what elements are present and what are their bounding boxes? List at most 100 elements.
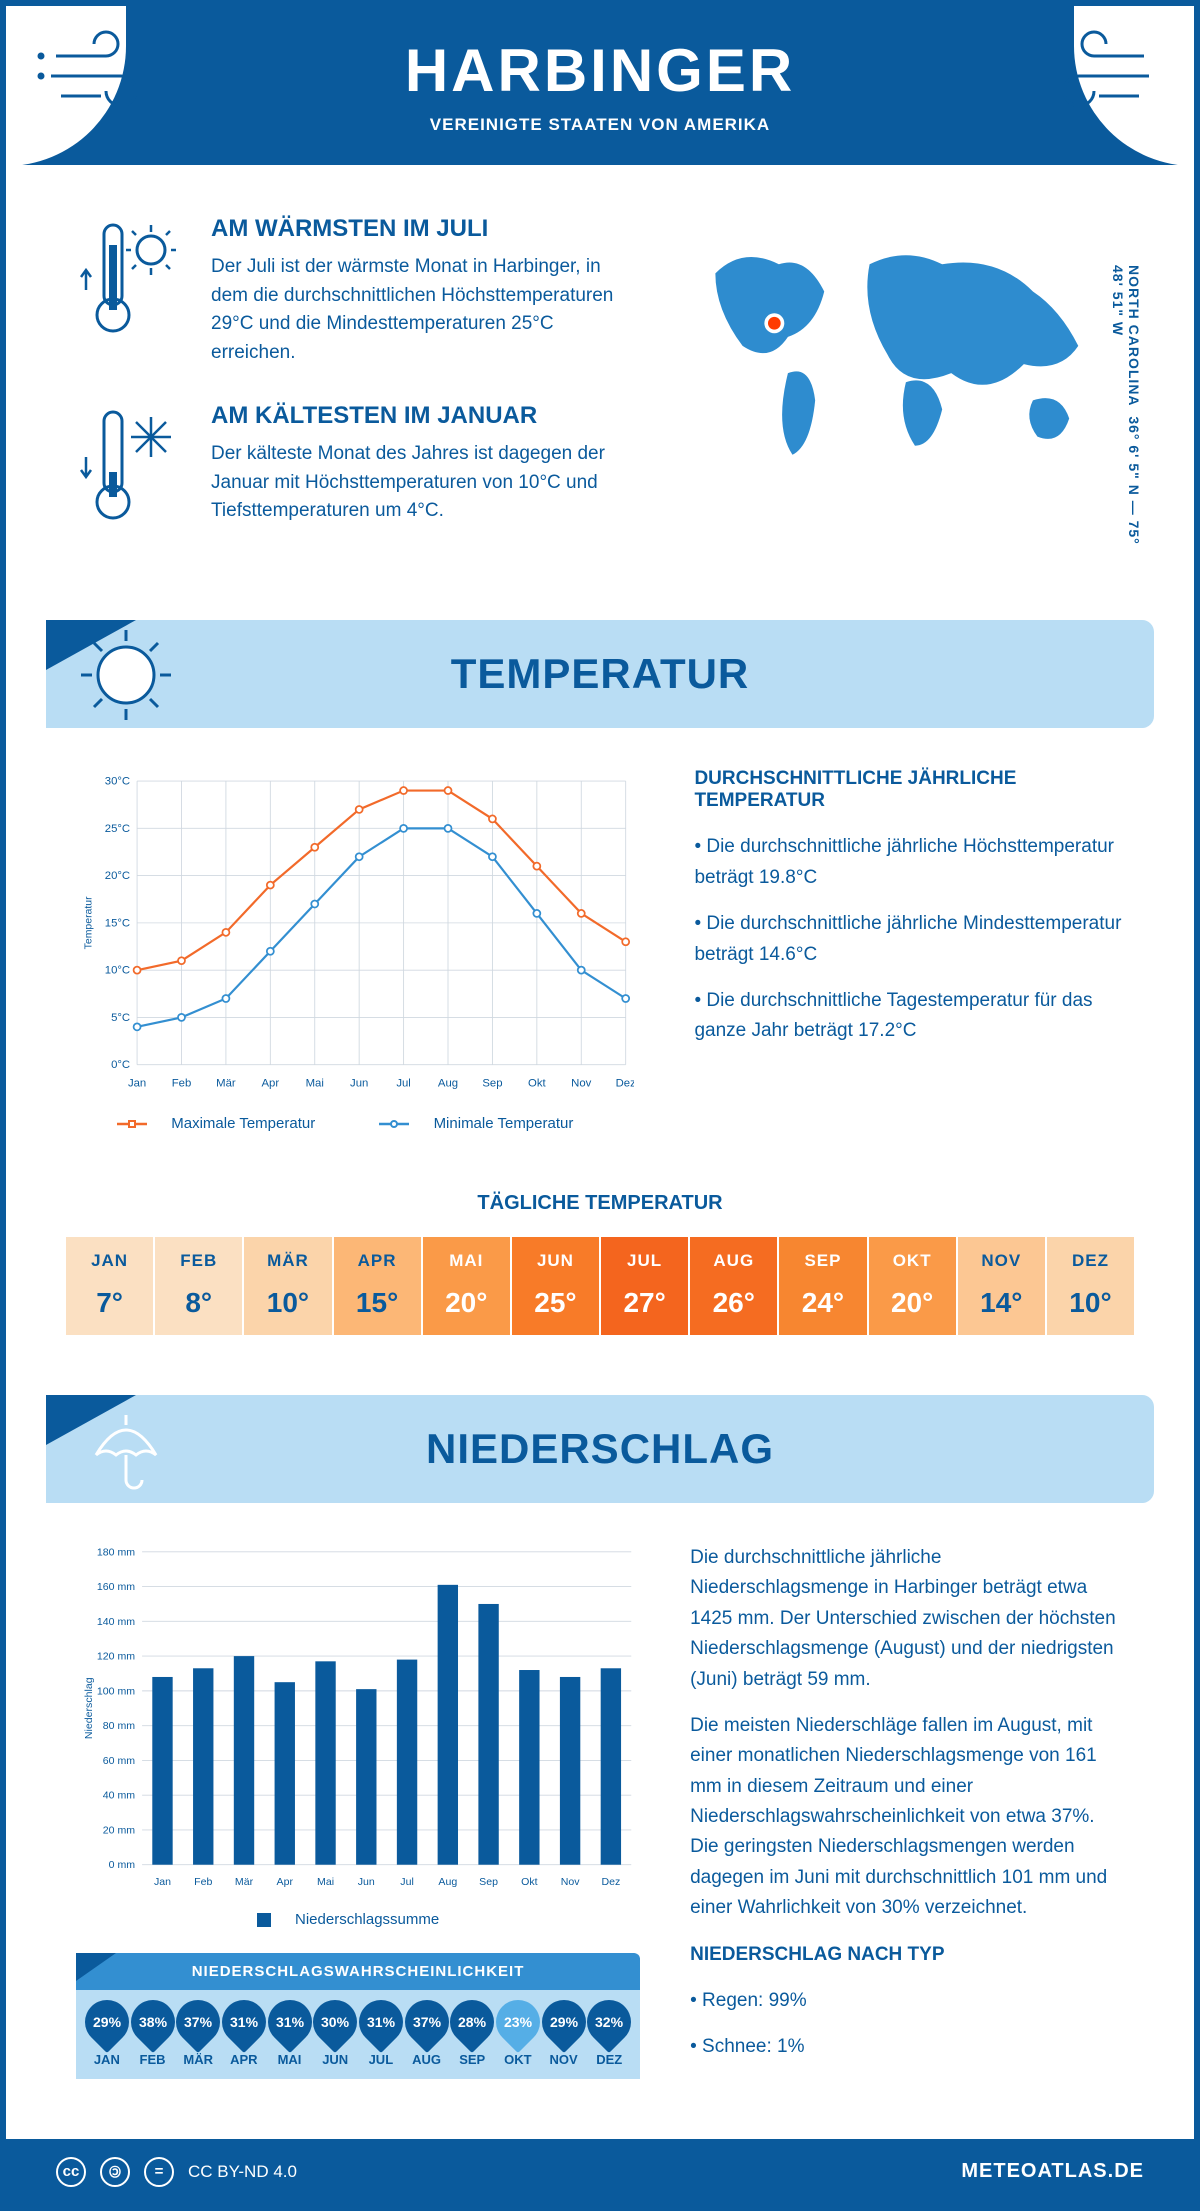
coldest-text: Der kälteste Monat des Jahres ist dagege… bbox=[211, 440, 620, 526]
intro-section: AM WÄRMSTEN IM JULI Der Juli ist der wär… bbox=[6, 165, 1194, 600]
warmest-text: Der Juli ist der wärmste Monat in Harbin… bbox=[211, 253, 620, 367]
brand: METEOATLAS.DE bbox=[961, 2160, 1144, 2183]
footer: cc 🄯 = CC BY-ND 4.0 METEOATLAS.DE bbox=[6, 2139, 1194, 2205]
prob-drop: 23%OKT bbox=[495, 2000, 541, 2067]
svg-text:Okt: Okt bbox=[528, 1078, 546, 1090]
bytype-b2: • Schnee: 1% bbox=[690, 2032, 1124, 2062]
daily-cell: MAI20° bbox=[423, 1237, 512, 1335]
prob-drop: 28%SEP bbox=[449, 2000, 495, 2067]
daily-cell: SEP24° bbox=[779, 1237, 868, 1335]
subtitle: VEREINIGTE STAATEN VON AMERIKA bbox=[6, 115, 1194, 135]
svg-text:Jan: Jan bbox=[128, 1078, 146, 1090]
svg-text:30°C: 30°C bbox=[105, 776, 130, 788]
coldest-title: AM KÄLTESTEN IM JANUAR bbox=[211, 402, 620, 430]
prob-drop: 31%MAI bbox=[267, 2000, 313, 2067]
daily-cell: NOV14° bbox=[958, 1237, 1047, 1335]
cc-icon: cc bbox=[56, 2157, 86, 2187]
prob-drop: 30%JUN bbox=[312, 2000, 358, 2067]
page-title: HARBINGER bbox=[6, 36, 1194, 105]
svg-text:Dez: Dez bbox=[616, 1078, 635, 1090]
svg-text:160 mm: 160 mm bbox=[97, 1581, 135, 1593]
avg-temp-title: DURCHSCHNITTLICHE JÄHRLICHE TEMPERATUR bbox=[694, 768, 1124, 812]
daily-cell: AUG26° bbox=[690, 1237, 779, 1335]
world-map bbox=[670, 215, 1124, 495]
daily-cell: JUL27° bbox=[601, 1237, 690, 1335]
svg-text:0 mm: 0 mm bbox=[109, 1859, 136, 1871]
thermometer-hot-icon bbox=[76, 215, 186, 367]
svg-text:Mär: Mär bbox=[216, 1078, 236, 1090]
prob-drop: 37%MÄR bbox=[175, 2000, 221, 2067]
svg-text:Apr: Apr bbox=[262, 1078, 280, 1090]
daily-cell: MÄR10° bbox=[244, 1237, 333, 1335]
prob-drop: 38%FEB bbox=[130, 2000, 176, 2067]
prob-drop: 37%AUG bbox=[404, 2000, 450, 2067]
header: HARBINGER VEREINIGTE STAATEN VON AMERIKA bbox=[6, 6, 1194, 165]
precip-probability: NIEDERSCHLAGSWAHRSCHEINLICHKEIT 29%JAN38… bbox=[76, 1953, 640, 2079]
daily-temp-title: TÄGLICHE TEMPERATUR bbox=[6, 1192, 1194, 1215]
wind-icon bbox=[36, 16, 166, 136]
svg-text:140 mm: 140 mm bbox=[97, 1616, 135, 1628]
svg-text:120 mm: 120 mm bbox=[97, 1651, 135, 1663]
svg-text:0°C: 0°C bbox=[111, 1060, 130, 1072]
temp-section-header: TEMPERATUR bbox=[46, 620, 1154, 728]
svg-text:20°C: 20°C bbox=[105, 870, 130, 882]
svg-text:Mär: Mär bbox=[235, 1876, 254, 1888]
svg-text:Aug: Aug bbox=[438, 1876, 457, 1888]
svg-text:20 mm: 20 mm bbox=[103, 1824, 135, 1836]
prob-drop: 32%DEZ bbox=[586, 2000, 632, 2067]
avg-b3: • Die durchschnittliche Tagestemperatur … bbox=[694, 986, 1124, 1047]
temp-title: TEMPERATUR bbox=[66, 650, 1134, 698]
daily-cell: OKT20° bbox=[869, 1237, 958, 1335]
sun-icon bbox=[76, 625, 176, 725]
umbrella-icon bbox=[76, 1400, 176, 1500]
svg-text:180 mm: 180 mm bbox=[97, 1546, 135, 1558]
svg-text:Jun: Jun bbox=[350, 1078, 368, 1090]
svg-text:Jul: Jul bbox=[396, 1078, 410, 1090]
prob-drop: 31%JUL bbox=[358, 2000, 404, 2067]
bytype-b1: • Regen: 99% bbox=[690, 1986, 1124, 2016]
svg-text:Apr: Apr bbox=[277, 1876, 294, 1888]
by-icon: 🄯 bbox=[100, 2157, 130, 2187]
svg-text:Mai: Mai bbox=[306, 1078, 324, 1090]
svg-text:Feb: Feb bbox=[194, 1876, 212, 1888]
svg-text:Aug: Aug bbox=[438, 1078, 458, 1090]
prob-drop: 29%JAN bbox=[84, 2000, 130, 2067]
svg-text:Dez: Dez bbox=[601, 1876, 620, 1888]
warmest-title: AM WÄRMSTEN IM JULI bbox=[211, 215, 620, 243]
precip-text1: Die durchschnittliche jährliche Niedersc… bbox=[690, 1543, 1124, 1695]
precip-section-header: NIEDERSCHLAG bbox=[46, 1395, 1154, 1503]
svg-text:Okt: Okt bbox=[521, 1876, 537, 1888]
avg-b2: • Die durchschnittliche jährliche Mindes… bbox=[694, 909, 1124, 970]
license: cc 🄯 = CC BY-ND 4.0 bbox=[56, 2157, 297, 2187]
daily-cell: FEB8° bbox=[155, 1237, 244, 1335]
prob-drop: 29%NOV bbox=[541, 2000, 587, 2067]
wind-icon bbox=[1034, 16, 1164, 136]
daily-cell: DEZ10° bbox=[1047, 1237, 1134, 1335]
svg-text:Nov: Nov bbox=[571, 1078, 591, 1090]
svg-text:Jun: Jun bbox=[358, 1876, 375, 1888]
svg-text:Jul: Jul bbox=[400, 1876, 414, 1888]
svg-text:40 mm: 40 mm bbox=[103, 1790, 135, 1802]
daily-cell: APR15° bbox=[334, 1237, 423, 1335]
svg-text:Nov: Nov bbox=[561, 1876, 581, 1888]
svg-text:Sep: Sep bbox=[482, 1078, 502, 1090]
svg-text:15°C: 15°C bbox=[105, 918, 130, 930]
daily-cell: JUN25° bbox=[512, 1237, 601, 1335]
svg-text:80 mm: 80 mm bbox=[103, 1720, 135, 1732]
temperature-chart: 0°C5°C10°C15°C20°C25°C30°CJanFebMärAprMa… bbox=[76, 768, 634, 1100]
svg-text:10°C: 10°C bbox=[105, 965, 130, 977]
svg-text:25°C: 25°C bbox=[105, 823, 130, 835]
nd-icon: = bbox=[144, 2157, 174, 2187]
precip-legend: Niederschlagssumme bbox=[76, 1911, 640, 1928]
svg-text:100 mm: 100 mm bbox=[97, 1685, 135, 1697]
svg-text:Sep: Sep bbox=[479, 1876, 498, 1888]
svg-text:Jan: Jan bbox=[154, 1876, 171, 1888]
daily-cell: JAN7° bbox=[66, 1237, 155, 1335]
svg-text:60 mm: 60 mm bbox=[103, 1755, 135, 1767]
precipitation-chart: 0 mm 20 mm 40 mm 60 mm 80 mm 100 mm 120 mm 140 … bbox=[76, 1543, 640, 1896]
coordinates: NORTH CAROLINA 36° 6' 5" N — 75° 48' 51"… bbox=[1110, 265, 1142, 570]
thermometer-cold-icon bbox=[76, 402, 186, 535]
svg-text:Mai: Mai bbox=[317, 1876, 334, 1888]
precip-title: NIEDERSCHLAG bbox=[66, 1425, 1134, 1473]
svg-text:Feb: Feb bbox=[172, 1078, 192, 1090]
